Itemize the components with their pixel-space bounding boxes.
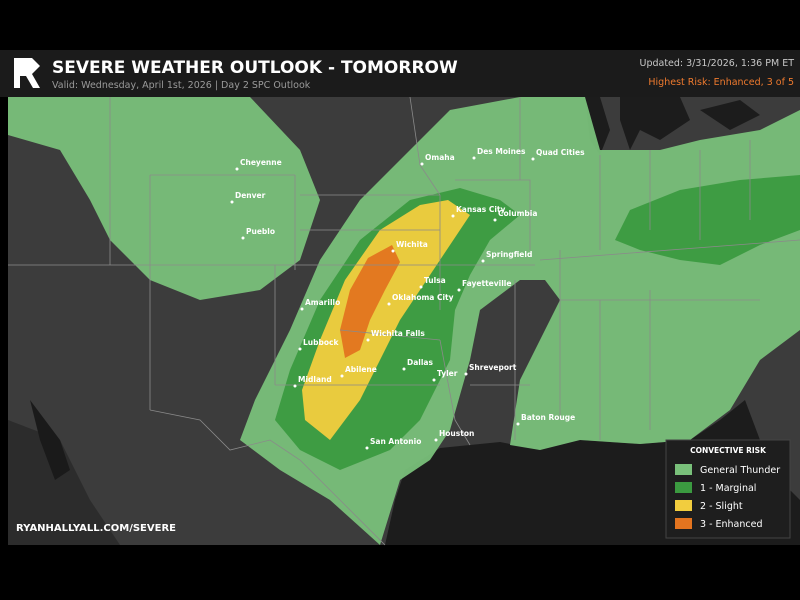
legend-label: General Thunder	[700, 465, 780, 476]
city-label: Cheyenne	[240, 158, 282, 167]
risk-area	[340, 245, 400, 358]
city-label: Lubbock	[303, 338, 339, 347]
city-label: Houston	[439, 429, 474, 438]
city-label: Abilene	[345, 365, 377, 374]
mexico-west	[8, 420, 120, 545]
title: SEVERE WEATHER OUTLOOK - TOMORROW	[52, 58, 458, 78]
city-dot	[481, 259, 485, 263]
city-dot	[420, 162, 424, 166]
city-dot	[366, 338, 370, 342]
texas-border	[149, 409, 386, 546]
city-label: Omaha	[425, 153, 455, 162]
updated: Updated: 3/31/2026, 1:36 PM ET	[639, 58, 794, 69]
city-dot	[391, 249, 395, 253]
city-dot	[300, 307, 304, 311]
great-lakes	[585, 97, 760, 155]
city-dot	[419, 285, 423, 289]
city-dot	[472, 156, 476, 160]
legend-swatch	[675, 464, 692, 475]
city-label: Wichita Falls	[371, 329, 425, 338]
legend-label: 3 - Enhanced	[700, 519, 763, 530]
city-label: Fayetteville	[462, 279, 511, 288]
city-dot	[340, 374, 344, 378]
gulf-california	[30, 400, 70, 480]
state-borders	[8, 96, 800, 546]
risk-area	[302, 200, 470, 440]
footer-url: RYANHALLYALL.COM/SEVERE	[16, 523, 176, 534]
city-dot	[464, 372, 468, 376]
city-dot	[298, 347, 302, 351]
city-label: Kansas City	[456, 205, 505, 214]
legend: CONVECTIVE RISK General Thunder 1 - Margi…	[665, 439, 791, 539]
city-dot	[387, 302, 391, 306]
logo	[14, 58, 40, 88]
city-label: Des Moines	[477, 147, 526, 156]
city-label: San Antonio	[370, 437, 421, 446]
city-label: Pueblo	[246, 227, 275, 236]
state-lines	[8, 96, 800, 446]
city-dot	[230, 200, 234, 204]
city-label: Shreveport	[469, 363, 517, 372]
city-dot	[235, 167, 239, 171]
header-bar	[0, 50, 800, 97]
risk-area	[615, 175, 800, 265]
city-label: Springfield	[486, 250, 532, 259]
city-label: Amarillo	[305, 298, 340, 307]
subtitle: Valid: Wednesday, April 1st, 2026 | Day …	[52, 80, 311, 91]
legend-swatch	[675, 482, 692, 493]
city-label: Oklahoma City	[392, 293, 454, 302]
risk-area	[8, 97, 320, 300]
city-dot	[457, 288, 461, 292]
city-dot	[516, 422, 520, 426]
city-label: Wichita	[396, 240, 428, 249]
city-dot	[493, 218, 497, 222]
legend-label: 1 - Marginal	[700, 483, 756, 494]
city-dot	[402, 367, 406, 371]
legend-swatch	[675, 500, 692, 511]
city-dot	[432, 378, 436, 382]
legend-label: 2 - Slight	[700, 501, 743, 512]
logo-mark	[14, 58, 40, 88]
cities: Cheyenne Denver Pueblo Omaha Des Moines Quad …	[230, 147, 585, 450]
city-label: Columbia	[498, 209, 537, 218]
city-label: Midland	[298, 375, 332, 384]
city-label: Quad Cities	[536, 148, 585, 157]
city-dot	[531, 157, 535, 161]
city-dot	[241, 236, 245, 240]
city-label: Tyler	[437, 369, 458, 378]
legend-swatch	[675, 518, 692, 529]
city-dot	[434, 438, 438, 442]
highest-risk: Highest Risk: Enhanced, 3 of 5	[648, 77, 794, 88]
city-label: Denver	[235, 191, 266, 200]
legend-title: CONVECTIVE RISK	[690, 446, 767, 455]
city-dot	[365, 446, 369, 450]
city-label: Tulsa	[424, 276, 446, 285]
city-dot	[451, 214, 455, 218]
risk-areas	[8, 97, 800, 545]
city-dot	[293, 384, 297, 388]
city-label: Baton Rouge	[521, 413, 575, 422]
city-label: Dallas	[407, 358, 433, 367]
